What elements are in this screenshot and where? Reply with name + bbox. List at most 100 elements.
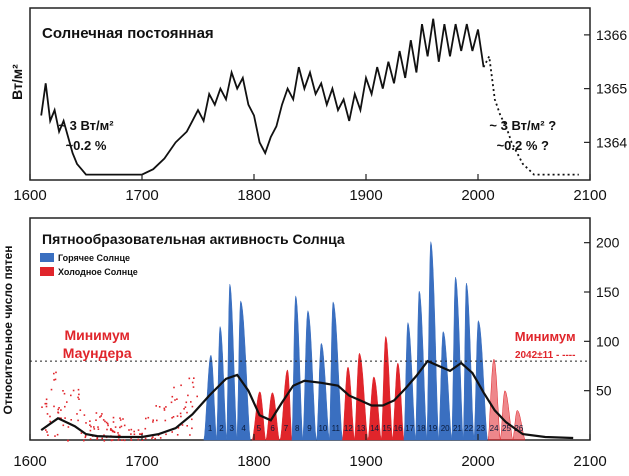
sunspot-observation-dot bbox=[130, 428, 133, 431]
sunspot-observation-dot bbox=[172, 416, 175, 418]
sunspot-observation-dot bbox=[117, 432, 119, 434]
cycle-number-label: 12 bbox=[344, 424, 353, 433]
cycle-bar-22 bbox=[462, 283, 475, 441]
sunspot-observation-dot bbox=[152, 436, 154, 438]
sunspot-observation-dot bbox=[171, 395, 174, 398]
sunspot-observation-dot bbox=[76, 413, 78, 415]
sunspot-observation-dot bbox=[123, 424, 126, 427]
sunspot-observation-dot bbox=[67, 426, 70, 428]
sunspot-observation-dot bbox=[196, 395, 198, 398]
cycle-number-label: 1 bbox=[208, 424, 213, 433]
sunspot-observation-dot bbox=[191, 405, 194, 408]
bottom-annotation: Маундера bbox=[63, 345, 132, 361]
sunspot-observation-dot bbox=[193, 377, 195, 379]
cycle-number-label: 11 bbox=[332, 424, 341, 433]
cycle-number-label: 6 bbox=[270, 424, 275, 433]
sunspot-observation-dot bbox=[174, 399, 176, 401]
bottom-y-tick-label: 200 bbox=[596, 235, 620, 251]
sunspot-observation-dot bbox=[170, 401, 173, 404]
sunspot-observation-dot bbox=[189, 434, 191, 436]
sunspot-observation-dot bbox=[105, 421, 108, 424]
cycle-bar-25 bbox=[500, 390, 514, 441]
cycle-bar-9 bbox=[302, 309, 317, 441]
bottom-panel: Пятнообразовательная активность Солнца О… bbox=[1, 217, 620, 470]
sunspot-observation-dot bbox=[89, 438, 92, 440]
cycle-number-label: 15 bbox=[382, 424, 391, 433]
sunspot-observation-dot bbox=[171, 417, 173, 419]
sunspot-observation-dot bbox=[112, 416, 115, 419]
sunspot-observation-dot bbox=[139, 433, 141, 435]
cycle-number-label: 14 bbox=[370, 424, 379, 433]
sunspot-observation-dot bbox=[62, 390, 64, 392]
sunspot-observation-dot bbox=[119, 417, 121, 419]
top-x-tick-label: 2100 bbox=[573, 187, 606, 204]
sunspot-observation-dot bbox=[165, 433, 167, 436]
sunspot-observation-dot bbox=[133, 433, 136, 436]
sunspot-observation-dot bbox=[50, 388, 53, 391]
cycle-number-label: 24 bbox=[490, 424, 499, 433]
sunspot-observation-dot bbox=[123, 439, 126, 442]
sunspot-observation-dot bbox=[54, 378, 57, 381]
sunspot-observation-dot bbox=[154, 437, 156, 440]
sunspot-observation-dot bbox=[99, 416, 101, 418]
sunspot-observation-dot bbox=[72, 389, 75, 392]
sunspot-observation-dot bbox=[106, 422, 109, 425]
bottom-y-axis-label: Относительное число пятен bbox=[1, 245, 15, 414]
sunspot-observation-dot bbox=[97, 428, 100, 430]
cycle-bar-10 bbox=[316, 342, 330, 441]
top-plot-frame bbox=[29, 7, 591, 181]
sunspot-observation-dot bbox=[60, 417, 62, 420]
sunspot-observation-dot bbox=[163, 409, 166, 411]
cycle-bar-13 bbox=[354, 352, 369, 441]
sunspot-observation-dot bbox=[85, 422, 87, 424]
sunspot-observation-dot bbox=[84, 436, 87, 439]
sunspot-observation-dot bbox=[111, 430, 114, 433]
top-y-tick-label: 1366 bbox=[596, 27, 627, 43]
cycle-number-label: 19 bbox=[428, 424, 437, 433]
sunspot-observation-dot bbox=[111, 439, 114, 441]
sunspot-observation-dot bbox=[78, 398, 80, 400]
top-y-tick-label: 1365 bbox=[596, 81, 627, 97]
top-x-ticks: 1600 1700 1800 1900 2000 2100 bbox=[13, 174, 607, 204]
sunspot-observation-dot bbox=[164, 419, 167, 422]
irradiance-line-solid bbox=[40, 18, 485, 176]
bottom-x-tick-label: 1600 bbox=[13, 453, 46, 470]
sunspot-observation-dot bbox=[45, 398, 48, 401]
top-chart-title: Солнечная постоянная bbox=[42, 25, 214, 42]
sunspot-observation-dot bbox=[102, 419, 105, 421]
sunspot-observation-dot bbox=[57, 408, 59, 411]
legend-swatch-cold bbox=[40, 267, 54, 276]
cycle-bar-11 bbox=[329, 300, 343, 441]
sunspot-observation-dot bbox=[119, 426, 121, 429]
sunspot-observation-dot bbox=[84, 435, 87, 437]
sunspot-observation-dot bbox=[46, 413, 49, 415]
sunspot-observation-dot bbox=[64, 405, 66, 408]
sunspot-observation-dot bbox=[67, 439, 69, 442]
sunspot-observation-dot bbox=[151, 437, 153, 440]
cycle-bar-4 bbox=[236, 299, 251, 441]
top-annotation: ~0.2 % ? bbox=[497, 138, 549, 153]
sunspot-observation-dot bbox=[183, 408, 185, 410]
cycle-bar-1 bbox=[203, 354, 217, 441]
top-x-tick-label: 1800 bbox=[237, 187, 270, 204]
sunspot-observation-dot bbox=[140, 433, 142, 435]
sunspot-observation-dot bbox=[45, 405, 48, 408]
sunspot-observation-dot bbox=[57, 411, 59, 414]
trend-curve bbox=[40, 359, 574, 440]
sunspot-observation-dot bbox=[191, 418, 193, 421]
sunspot-observation-dot bbox=[109, 429, 112, 431]
sunspot-observation-dot bbox=[49, 420, 51, 423]
irradiance-line-dotted bbox=[482, 53, 579, 176]
sunspot-observation-dot bbox=[90, 425, 92, 428]
sunspot-observation-dot bbox=[137, 429, 140, 431]
bottom-chart-title: Пятнообразовательная активность Солнца bbox=[42, 231, 345, 247]
top-panel: Солнечная постоянная Вт/м² 136613651364 … bbox=[9, 7, 627, 204]
bottom-x-ticks: 1600 1700 1800 1900 2000 2100 bbox=[13, 434, 607, 470]
sunspot-observation-dot bbox=[163, 407, 166, 410]
sunspot-observation-dot bbox=[104, 420, 106, 423]
sunspot-observation-dot bbox=[55, 371, 57, 374]
legend-label-hot: Горячее Солнце bbox=[58, 253, 130, 263]
cycle-bar-8 bbox=[291, 295, 303, 441]
sunspot-observation-dot bbox=[44, 402, 47, 405]
